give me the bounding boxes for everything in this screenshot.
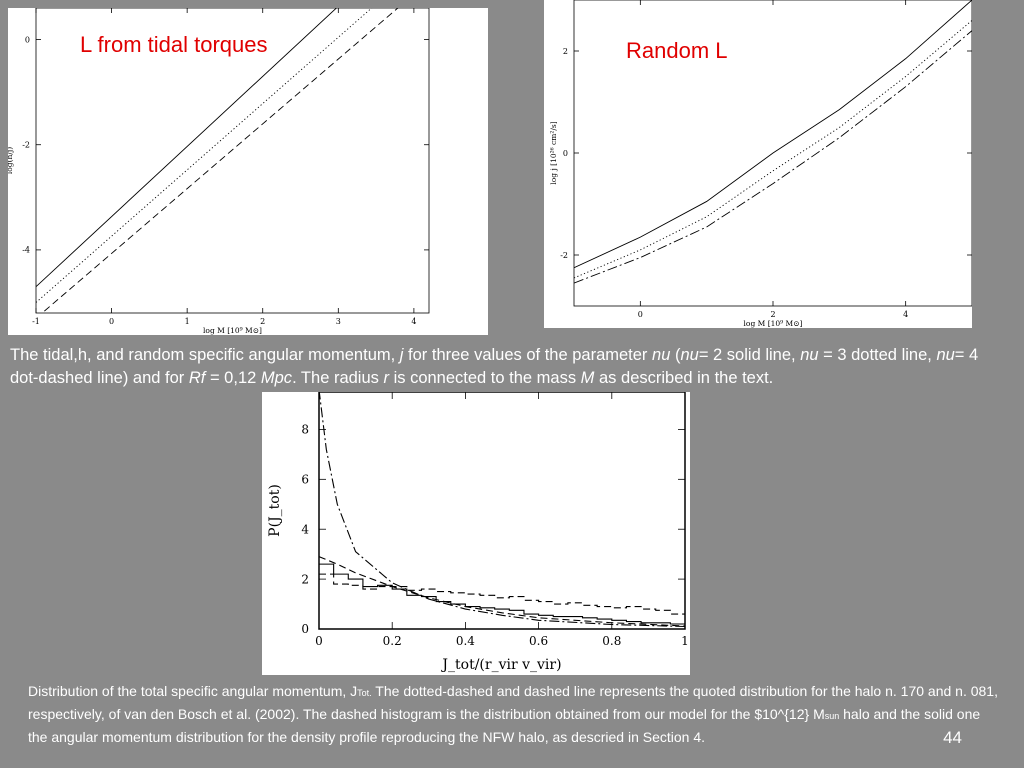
chart-distribution: 0 0.2 0.4 0.6 0.8 1 0 2 4 6 8 J_tot/(r_vir v_vir) P(… [267, 392, 689, 673]
caption-bottom-text-2: The dotted-dashed and dashed line repres… [28, 683, 998, 722]
series-line-dashdot [574, 30, 972, 284]
y-axis-label: log j [10²⁶ cm²/s] [549, 121, 558, 184]
x-tick-label: 2 [260, 317, 265, 326]
caption-bottom: Distribution of the total specific angul… [28, 681, 1003, 748]
series-group [319, 392, 685, 628]
x-tick-label: 2 [770, 310, 775, 319]
series-line-dashed [41, 8, 399, 313]
x-axis-label: log M [10⁹ M⊙] [744, 319, 803, 328]
x-tick-label: 0.2 [383, 634, 402, 648]
x-tick-label: 0.6 [529, 634, 548, 648]
caption-top-nu-d: nu [936, 346, 955, 364]
caption-top-text-2: for three values of the parameter [403, 346, 653, 364]
y-tick-label: -2 [22, 141, 30, 150]
slide-number: 44 [943, 728, 962, 747]
chart-random: 0 2 4 2 0 -2 log M [10⁹ M⊙] log j [10²⁶ cm²/s] [549, 0, 972, 328]
x-axis-label: log M [10⁹ M⊙] [203, 326, 262, 335]
caption-bottom-sub-tot: Tot. [357, 688, 372, 698]
y-tick-label: 0 [563, 149, 568, 158]
caption-top-m: M [580, 369, 595, 387]
caption-top-text-3: ( [670, 346, 681, 364]
series-line-dashed [319, 556, 685, 627]
caption-top-nu-a: nu [652, 346, 671, 364]
x-tick-label: 4 [411, 317, 416, 326]
y-axis-label: P(J_tot) [267, 484, 283, 537]
series-line-dotted [36, 8, 373, 303]
series-line-solid [574, 0, 972, 269]
series-line-dotted [574, 20, 972, 279]
x-axis-label: J_tot/(r_vir v_vir) [440, 657, 561, 673]
x-tick-label: 1 [681, 634, 689, 648]
series-group [36, 8, 399, 313]
series-line-dashed-hist [319, 573, 685, 615]
y-tick-label: -2 [560, 251, 568, 260]
x-tick-label: 0.8 [602, 634, 621, 648]
x-tick-label: 3 [336, 317, 341, 326]
caption-top-text-8: . The radius [292, 369, 384, 387]
y-tick-label: 8 [301, 423, 309, 437]
y-tick-label: -4 [22, 246, 30, 255]
series-line-solid [36, 8, 338, 288]
x-tick-label: 4 [903, 310, 908, 319]
x-tick-label: 0 [638, 310, 643, 319]
caption-top-nu-b: nu [680, 346, 699, 364]
caption-top-text-10: as described in the text. [594, 369, 774, 387]
caption-top-j: j [399, 346, 404, 364]
x-tick-label: 1 [185, 317, 190, 326]
caption-top-text-4: = 2 solid line, [698, 346, 801, 364]
y-tick-label: 0 [25, 35, 30, 44]
caption-bottom-text-3: halo and the solid one the angular momen… [28, 706, 981, 745]
chart-distribution-panel: 0 0.2 0.4 0.6 0.8 1 0 2 4 6 8 J_tot/(r_vir v_vir) P(… [262, 392, 690, 675]
plot-frame [318, 392, 686, 630]
plot-frame [35, 8, 430, 314]
x-tick-label: 0.4 [456, 634, 475, 648]
caption-top-text-7: = 0,12 [205, 369, 261, 387]
y-tick-label: 0 [301, 622, 309, 636]
caption-bottom-sub-sun: sun [824, 711, 840, 721]
series-line-solid-hist [319, 563, 685, 625]
chart-tidal-panel: -1 0 1 2 3 4 0 -2 -4 log M [10⁹ M⊙] log(h/j) L fro… [8, 8, 488, 335]
chart-tidal-title: L from tidal torques [80, 32, 268, 57]
y-tick-label: 4 [301, 522, 309, 536]
caption-top-text-9: is connected to the mass [388, 369, 581, 387]
chart-tidal: -1 0 1 2 3 4 0 -2 -4 log M [10⁹ M⊙] log(h/j) [8, 8, 430, 335]
chart-random-title: Random L [626, 38, 728, 63]
y-tick-label: 2 [301, 572, 309, 586]
chart-random-panel: 0 2 4 2 0 -2 log M [10⁹ M⊙] log j [10²⁶ cm²/s] … [544, 0, 972, 328]
caption-top-text-5: = 3 dotted line, [818, 346, 937, 364]
series-group [574, 0, 972, 284]
caption-top-mpc: Mpc [260, 369, 293, 387]
y-tick-label: 6 [301, 473, 309, 487]
caption-top-nu-c: nu [800, 346, 819, 364]
y-tick-label: 2 [563, 47, 568, 56]
y-axis-label: log(h/j) [8, 147, 14, 174]
caption-top: The tidal,h, and random specific angular… [10, 344, 1010, 390]
x-tick-label: 0 [315, 634, 323, 648]
caption-top-r: r [383, 369, 389, 387]
caption-bottom-text-1: Distribution of the total specific angul… [28, 683, 358, 699]
x-tick-label: -1 [32, 317, 40, 326]
caption-top-rf: Rf [188, 369, 206, 387]
caption-top-text-6: = 4 dot-dashed line) and for [10, 346, 979, 387]
caption-top-text-1: The tidal,h, and random specific angular… [10, 346, 400, 364]
series-line-dashdot [319, 392, 685, 628]
x-tick-label: 0 [109, 317, 114, 326]
